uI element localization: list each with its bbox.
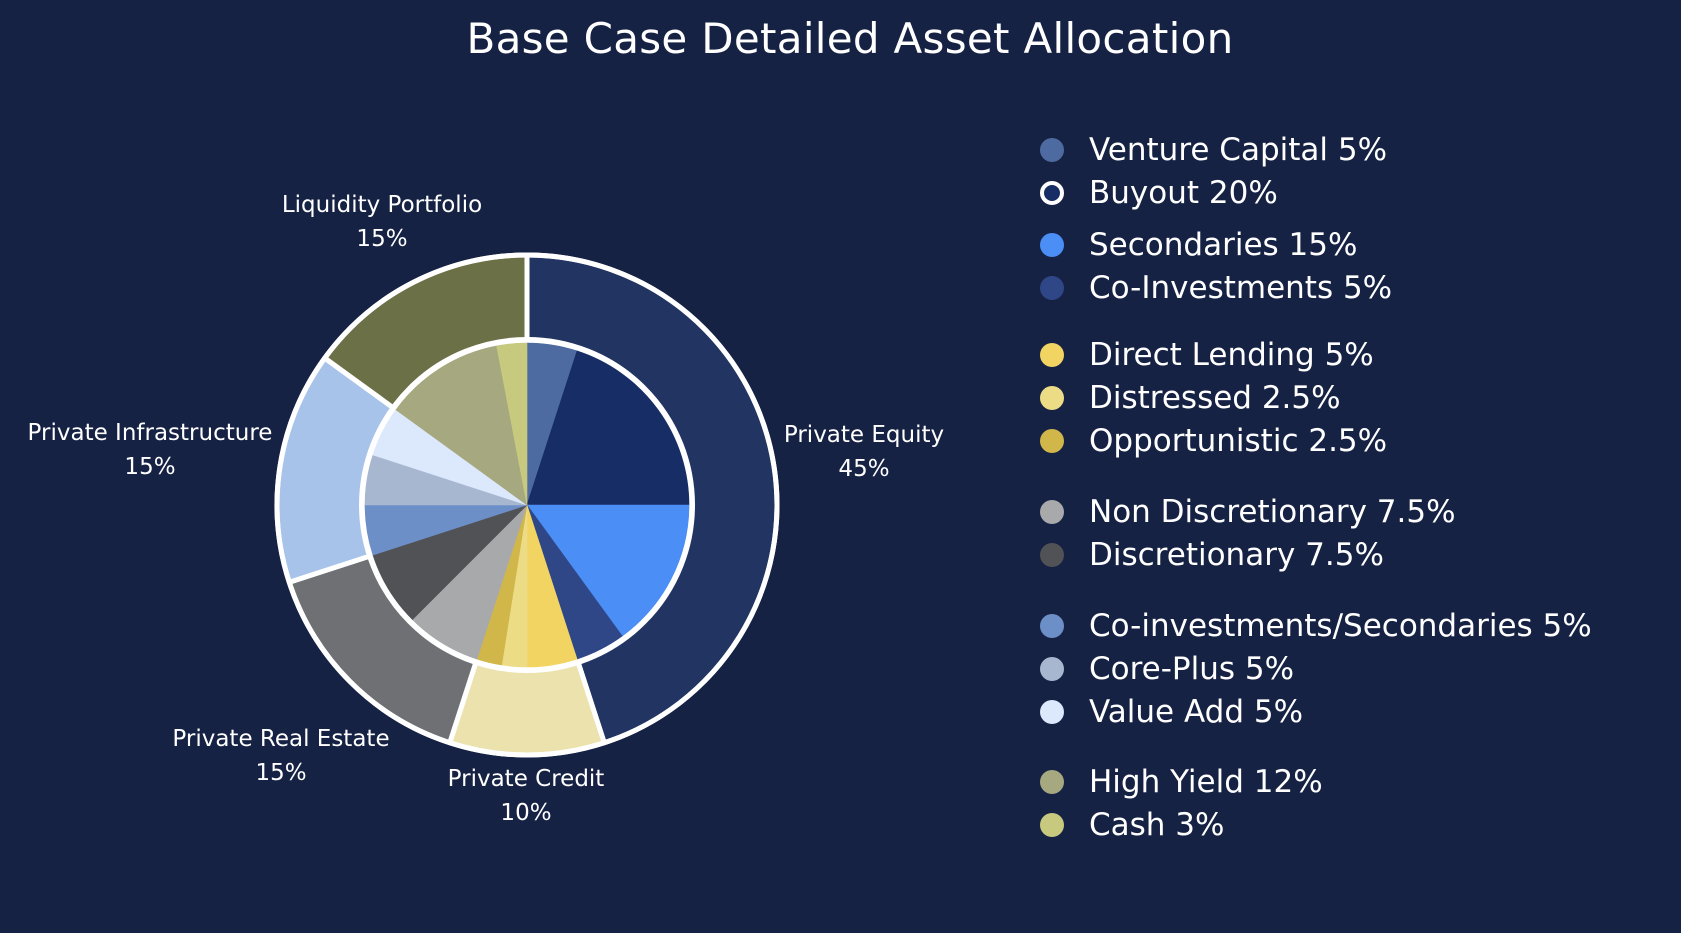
outer-label-private-real-estate: Private Real Estate 15% — [172, 722, 389, 790]
outer-label-value: 15% — [124, 454, 176, 480]
outer-label-name: Private Real Estate — [172, 726, 390, 752]
inner-slice-buyout[interactable] — [526, 350, 690, 506]
legend-item-secondaries[interactable]: Secondaries 15% — [1040, 225, 1357, 265]
inner-slice-cash[interactable] — [496, 342, 528, 506]
legend-item-venture-capital[interactable]: Venture Capital 5% — [1040, 130, 1387, 170]
outer-label-name: Private Infrastructure — [27, 420, 273, 446]
legend-item-distressed[interactable]: Distressed 2.5% — [1040, 378, 1341, 418]
legend-label: High Yield 12% — [1089, 764, 1323, 800]
outer-label-value: 15% — [356, 226, 408, 252]
inner-pie-border — [359, 337, 695, 673]
outer-label-value: 45% — [838, 456, 890, 482]
legend-swatch — [1040, 657, 1064, 681]
legend-swatch — [1040, 770, 1064, 794]
legend-swatch — [1040, 181, 1064, 205]
legend-swatch — [1040, 543, 1064, 567]
legend-label: Non Discretionary 7.5% — [1089, 494, 1456, 530]
legend-label: Co-investments/Secondaries 5% — [1089, 608, 1592, 644]
legend-item-direct-lending[interactable]: Direct Lending 5% — [1040, 335, 1374, 375]
legend-item-discretionary[interactable]: Discretionary 7.5% — [1040, 535, 1384, 575]
inner-pie — [364, 342, 690, 668]
outer-label-private-equity: Private Equity 45% — [784, 418, 944, 486]
legend-item-high-yield[interactable]: High Yield 12% — [1040, 762, 1323, 802]
legend-item-buyout[interactable]: Buyout 20% — [1040, 173, 1278, 213]
legend-swatch — [1040, 343, 1064, 367]
legend-label: Core-Plus 5% — [1089, 651, 1295, 687]
outer-label-value: 15% — [255, 760, 307, 786]
outer-label-name: Private Credit — [447, 766, 605, 792]
legend-label: Distressed 2.5% — [1089, 380, 1341, 416]
outer-label-private-credit: Private Credit 10% — [448, 762, 605, 830]
inner-slice-high-yield[interactable] — [395, 345, 528, 506]
legend-label: Buyout 20% — [1089, 175, 1278, 211]
chart-title: Base Case Detailed Asset Allocation — [466, 14, 1234, 63]
legend-swatch — [1040, 386, 1064, 410]
outer-ring-border — [274, 252, 780, 758]
legend-item-co-investments[interactable]: Co-Investments 5% — [1040, 268, 1392, 308]
legend-label: Opportunistic 2.5% — [1089, 423, 1388, 459]
legend-label: Secondaries 15% — [1089, 227, 1358, 263]
legend-swatch — [1040, 614, 1064, 638]
outer-label-name: Liquidity Portfolio — [281, 192, 483, 218]
outer-label-private-infrastructure: Private Infrastructure 15% — [28, 416, 273, 484]
legend-swatch — [1040, 276, 1064, 300]
inner-slice-secondaries[interactable] — [526, 504, 690, 637]
legend-item-core-plus[interactable]: Core-Plus 5% — [1040, 649, 1294, 689]
outer-label-value: 10% — [500, 800, 552, 826]
legend-item-opportunistic[interactable]: Opportunistic 2.5% — [1040, 421, 1387, 461]
legend-label: Co-Investments 5% — [1089, 270, 1393, 306]
legend-label: Value Add 5% — [1089, 694, 1304, 730]
legend-swatch — [1040, 500, 1064, 524]
outer-label-liquidity-portfolio: Liquidity Portfolio 15% — [282, 188, 482, 256]
legend-swatch — [1040, 700, 1064, 724]
legend-label: Direct Lending 5% — [1089, 337, 1374, 373]
legend-item-non-discretionary[interactable]: Non Discretionary 7.5% — [1040, 492, 1456, 532]
legend-label: Discretionary 7.5% — [1089, 537, 1384, 573]
legend-label: Cash 3% — [1089, 807, 1225, 843]
legend-swatch — [1040, 233, 1064, 257]
legend-item-cash[interactable]: Cash 3% — [1040, 805, 1224, 845]
legend-item-co-investments-secondaries[interactable]: Co-investments/Secondaries 5% — [1040, 606, 1592, 646]
legend-swatch — [1040, 138, 1064, 162]
outer-label-name: Private Equity — [783, 422, 945, 448]
legend-swatch — [1040, 429, 1064, 453]
legend-item-value-add[interactable]: Value Add 5% — [1040, 692, 1303, 732]
legend-swatch — [1040, 813, 1064, 837]
legend-label: Venture Capital 5% — [1089, 132, 1388, 168]
